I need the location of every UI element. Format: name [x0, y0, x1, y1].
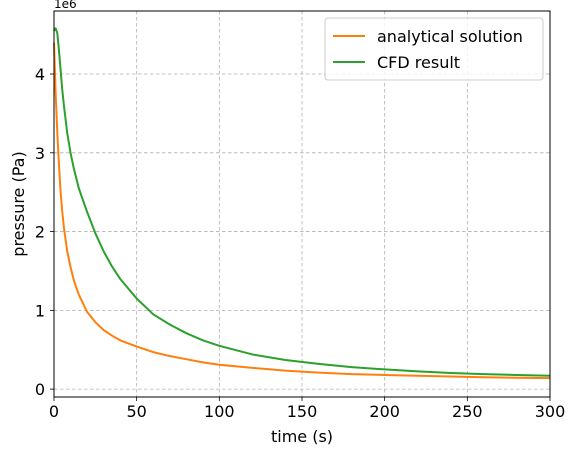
x-tick-label: 300 — [535, 402, 566, 421]
y-tick-label: 1 — [35, 301, 45, 320]
y-offset-label: 1e6 — [54, 0, 77, 11]
y-tick-label: 2 — [35, 223, 45, 242]
legend-label: CFD result — [377, 53, 460, 72]
x-tick-label: 250 — [452, 402, 483, 421]
legend-label: analytical solution — [377, 27, 523, 46]
y-axis-label: pressure (Pa) — [9, 151, 28, 256]
legend-box — [324, 17, 544, 81]
series-line-1 — [53, 42, 551, 380]
x-axis-label: time (s) — [271, 427, 333, 446]
x-tick-label: 150 — [287, 402, 318, 421]
series-layer — [53, 27, 551, 380]
x-tick-label: 0 — [49, 402, 59, 421]
y-tick-label: 4 — [35, 65, 45, 84]
y-tick-label: 0 — [35, 380, 45, 399]
series-line-2 — [53, 27, 551, 377]
x-tick-label: 200 — [369, 402, 400, 421]
legend: analytical solution CFD result — [324, 17, 544, 81]
axis-ticks: 0 50 100 150 200 250 300 0 1 2 3 4 — [35, 65, 565, 421]
x-tick-label: 50 — [126, 402, 146, 421]
y-tick-label: 3 — [35, 144, 45, 163]
x-tick-label: 100 — [204, 402, 235, 421]
